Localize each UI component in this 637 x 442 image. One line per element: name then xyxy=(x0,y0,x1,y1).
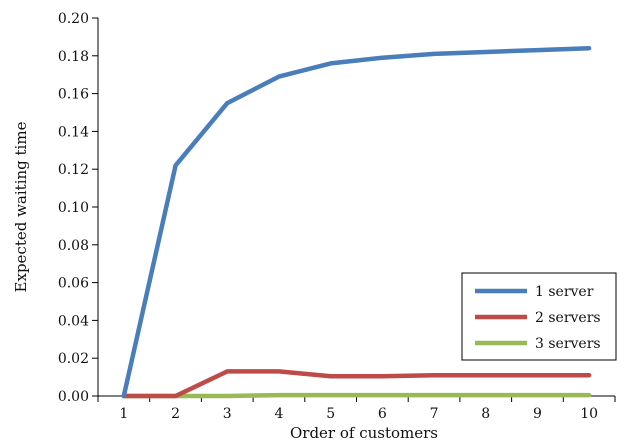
x-axis-label: Order of customers xyxy=(290,424,438,442)
x-tick-label: 8 xyxy=(481,406,490,422)
x-tick-label: 10 xyxy=(580,406,598,422)
y-tick-label: 0.10 xyxy=(58,200,89,216)
legend-label-1: 1 server xyxy=(535,284,594,300)
legend-label-3: 3 servers xyxy=(535,336,601,352)
series-line-2 xyxy=(121,369,592,399)
y-tick-label: 0.08 xyxy=(58,238,89,254)
y-tick-label: 0.04 xyxy=(58,313,89,329)
x-axis-ticks: 1 2 3 4 5 6 7 8 9 10 xyxy=(97,396,616,422)
x-tick-label: 9 xyxy=(533,406,542,422)
y-tick-label: 0.20 xyxy=(58,11,89,27)
x-tick-label: 3 xyxy=(223,406,232,422)
x-tick-label: 4 xyxy=(274,406,283,422)
x-tick-label: 5 xyxy=(326,406,335,422)
y-axis-ticks: 0.00 0.02 0.04 0.06 0.08 0.10 0.12 0.14 0.16 0.18… xyxy=(58,11,98,405)
x-tick-label: 1 xyxy=(119,406,128,422)
y-tick-label: 0.14 xyxy=(58,124,89,140)
y-tick-label: 0.16 xyxy=(58,87,89,103)
series-lines xyxy=(121,45,592,399)
y-tick-label: 0.18 xyxy=(58,49,89,65)
series-line-1 xyxy=(121,45,592,399)
legend: 1 server 2 servers 3 servers xyxy=(461,272,617,361)
x-tick-label: 6 xyxy=(378,406,387,422)
y-tick-label: 0.06 xyxy=(58,276,89,292)
x-tick-label: 7 xyxy=(430,406,439,422)
y-tick-label: 0.00 xyxy=(58,389,89,405)
y-tick-label: 0.12 xyxy=(58,162,89,178)
legend-label-2: 2 servers xyxy=(535,310,601,326)
y-axis-label: Expected waiting time xyxy=(12,121,30,292)
x-tick-label: 2 xyxy=(171,406,180,422)
series-line-3 xyxy=(121,392,592,399)
y-tick-label: 0.02 xyxy=(58,351,89,367)
